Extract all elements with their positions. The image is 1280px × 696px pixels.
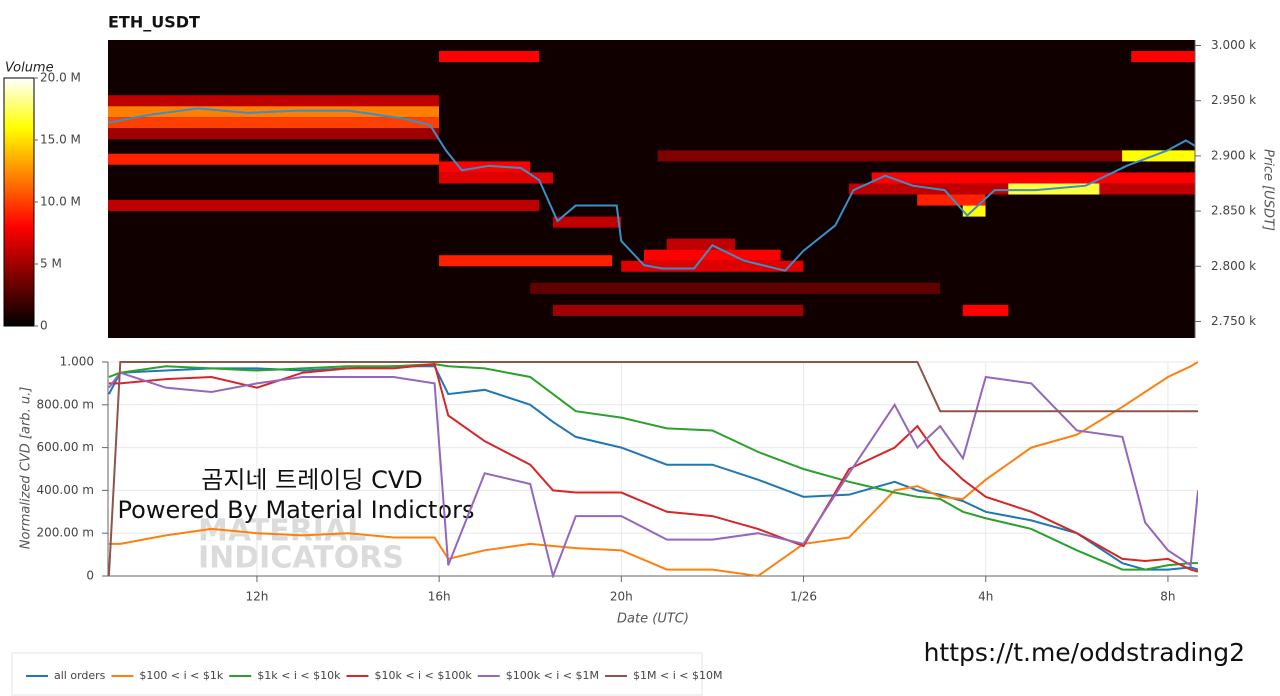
heatmap-cell: [1122, 150, 1195, 162]
heatmap-cell: [439, 51, 540, 63]
x-tick-label: 16h: [428, 590, 451, 604]
series-line: [108, 365, 1198, 571]
x-tick-label: 1/26: [790, 590, 817, 604]
lines: [108, 361, 1198, 578]
colorbar-tick-label: 5 M: [40, 257, 62, 271]
series-line: [108, 371, 1198, 578]
heatmap-cell: [962, 304, 1009, 316]
y-tick-label: 2.900 k: [1211, 148, 1256, 162]
legend-label: $100k < i < $1M: [506, 669, 599, 682]
heatmap: [108, 51, 1195, 316]
y-tick-label: 0: [86, 569, 94, 583]
heatmap-cell: [666, 238, 736, 250]
y-tick-label: 200.00 m: [37, 526, 95, 540]
heatmap-cell: [108, 128, 440, 140]
y-tick-label: 2.800 k: [1211, 259, 1256, 273]
heatmap-cell: [1131, 51, 1195, 63]
y-tick-label: 2.750 k: [1211, 314, 1256, 328]
heatmap-cell: [108, 153, 440, 165]
link: https://t.me/oddstrading2: [924, 638, 1245, 667]
heatmap-cell: [621, 260, 804, 272]
chart-title: ETH_USDT: [108, 13, 200, 32]
y-axis-label: Price [USDT]: [1261, 149, 1276, 231]
x-tick-label: 20h: [610, 590, 633, 604]
legend-box: [11, 652, 703, 696]
colorbar-tick-label: 0: [40, 319, 48, 333]
heatmap-cell: [871, 172, 1195, 184]
legend-label: $1k < i < $10k: [257, 669, 341, 682]
legend-label: $100 < i < $1k: [139, 669, 223, 682]
watermark: 곰지네 트레이딩 CVD: [201, 466, 422, 494]
heatmap-cell: [657, 150, 1195, 162]
series-line: [108, 363, 1198, 573]
x-tick-label: 12h: [246, 590, 269, 604]
heatmap-cell: [530, 282, 940, 294]
heatmap-cell: [439, 172, 553, 184]
colorbar-tick-label: 20.0 M: [40, 71, 81, 85]
logo-text: INDICATORS: [198, 541, 404, 576]
y-tick-label: 2.850 k: [1211, 204, 1256, 218]
price-line: [108, 107, 1195, 272]
heatmap-cell: [917, 194, 986, 206]
y-tick-label: 600.00 m: [37, 440, 95, 454]
y-tick-label: 2.950 k: [1211, 93, 1256, 107]
x-tick-label: 4h: [978, 590, 993, 604]
y-tick-label: 400.00 m: [37, 483, 95, 497]
heatmap-cell: [962, 205, 986, 217]
y-tick-label: 800.00 m: [37, 397, 95, 411]
heatmap-cell: [643, 249, 781, 261]
series-line: [108, 361, 1198, 578]
legend-label: all orders: [54, 669, 106, 682]
y-tick-label: 3.000 k: [1211, 38, 1256, 52]
heatmap-cell: [108, 117, 440, 129]
colorbar-label: Volume: [5, 61, 54, 76]
series-line: [108, 361, 1198, 577]
legend-label: $1M < i < $10M: [633, 669, 722, 682]
watermark: Powered By Material Indictors: [118, 496, 475, 524]
series-line: [108, 363, 1198, 571]
x-axis-label: Date (UTC): [617, 612, 689, 627]
heatmap-cell: [439, 255, 613, 267]
heatmap-cell: [108, 95, 440, 107]
heatmap-cell: [552, 304, 804, 316]
legend-label: $10k < i < $100k: [374, 669, 472, 682]
colorbar-tick-label: 10.0 M: [40, 195, 81, 209]
heatmap-cell: [108, 200, 540, 212]
colorbar-tick-label: 15.0 M: [40, 133, 81, 147]
colorbar: [3, 77, 35, 327]
x-tick-label: 8h: [1160, 590, 1175, 604]
y-tick-label: 1.000: [60, 355, 94, 369]
y-axis-label: Normalized CVD [arb. u.]: [19, 387, 34, 550]
heatmap-cell: [552, 216, 622, 228]
